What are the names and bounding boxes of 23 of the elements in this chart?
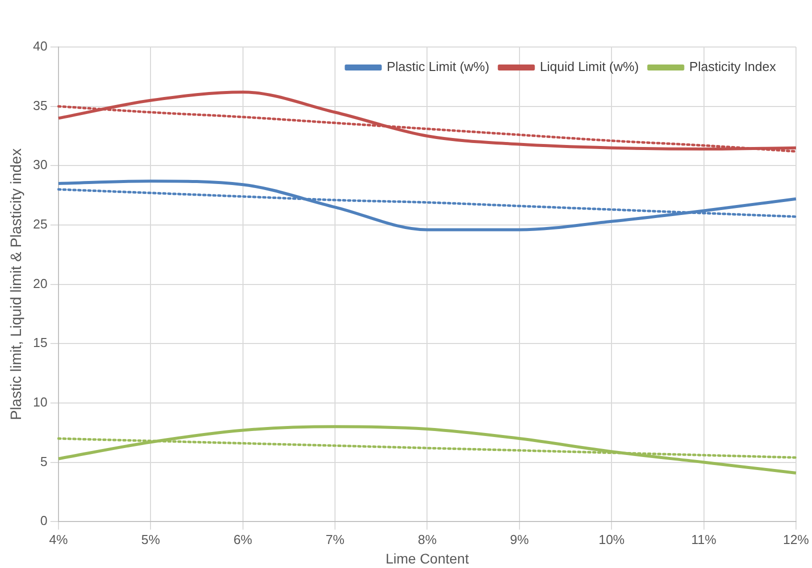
- y-tick-label: 25: [32, 216, 48, 232]
- y-tick-label: 5: [40, 454, 48, 469]
- y-tick-label: 30: [32, 157, 48, 172]
- x-tick-label: 5%: [141, 532, 160, 547]
- x-tick-label: 10%: [598, 532, 626, 547]
- legend-label: Liquid Limit (w%): [540, 59, 639, 74]
- y-tick-label: 0: [40, 513, 48, 528]
- x-tick-label: 12%: [782, 532, 810, 547]
- y-tick-label: 15: [32, 335, 48, 350]
- y-tick-label: 35: [32, 98, 48, 113]
- x-tick-label: 9%: [510, 532, 530, 547]
- x-tick-label: 8%: [418, 532, 438, 547]
- x-tick-label: 11%: [691, 532, 717, 547]
- y-tick-label: 10: [32, 394, 48, 410]
- y-tick-label: 20: [32, 276, 48, 291]
- legend-label: Plasticity Index: [689, 59, 776, 74]
- y-tick-label: 40: [32, 38, 48, 54]
- legend-label: Plastic Limit (w%): [386, 59, 490, 74]
- x-tick-label: 4%: [49, 532, 68, 547]
- x-tick-label: 6%: [233, 532, 253, 547]
- x-axis-title: Lime Content: [386, 550, 469, 566]
- x-tick-label: 7%: [326, 532, 345, 547]
- y-axis-title: Plastic limit, Liquid limit & Plasticity index: [8, 148, 26, 420]
